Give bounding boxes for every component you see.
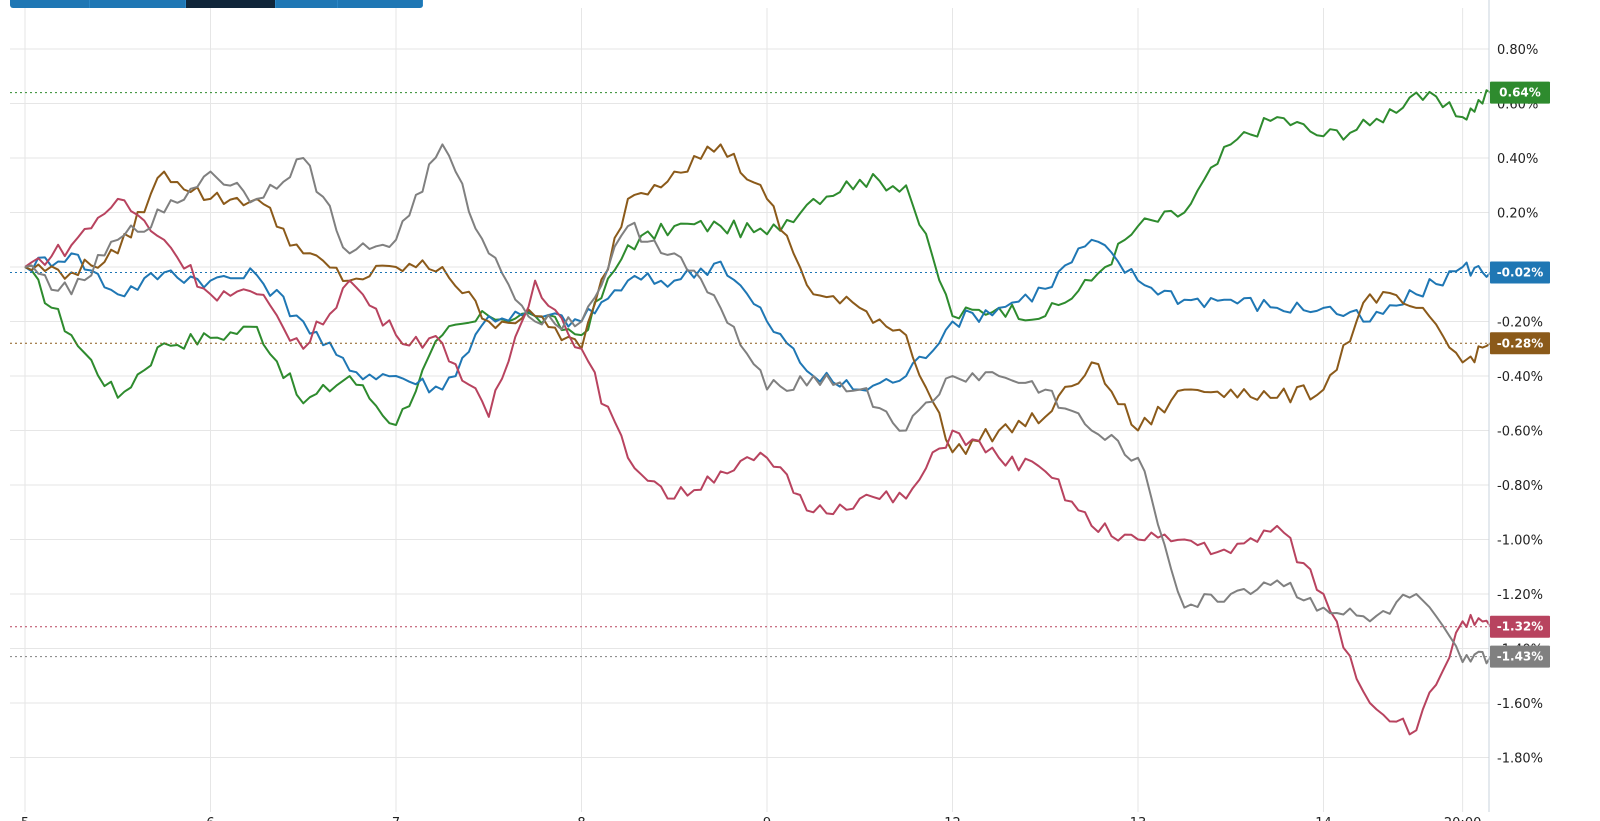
y-tick-label: -1.00% (1497, 534, 1543, 549)
last-value-badges: 0.64% -0.02% -0.28% -1.32% -1.43% (10, 81, 1550, 668)
y-tick-label: 0.20% (1497, 207, 1538, 222)
x-tick-label: 8 (577, 816, 585, 821)
axes: 0.80%0.60%0.40%0.20%0.00%-0.20%-0.40%-0.… (21, 0, 1543, 821)
y-tick-label: -0.60% (1497, 425, 1543, 440)
x-tick-label: 5 (21, 816, 29, 821)
last-value-badge-label: -0.28% (1497, 336, 1544, 350)
y-tick-label: -1.20% (1497, 588, 1543, 603)
series-line-2 (24, 238, 1492, 394)
toolbar-tab-2[interactable] (90, 0, 186, 8)
last-value-badge (1490, 261, 1550, 284)
series-line-1 (24, 89, 1491, 426)
y-tick-label: 0.80% (1497, 43, 1538, 58)
y-tick-label: -1.60% (1497, 697, 1543, 712)
series-line-3 (24, 143, 1492, 455)
last-value-badge-label: -0.02% (1497, 265, 1544, 279)
series-lines (24, 89, 1492, 736)
last-value-badge (1490, 615, 1550, 638)
last-value-badge (1490, 332, 1550, 355)
y-tick-label: -1.80% (1497, 752, 1543, 767)
last-value-badge-label: -1.43% (1497, 650, 1544, 664)
x-tick-label: 6 (206, 816, 214, 821)
chart-toolbar (10, 0, 423, 8)
last-value-badge-label: 0.64% (1499, 86, 1541, 100)
last-value-badge-label: -1.32% (1497, 620, 1544, 634)
last-value-badge (1490, 81, 1550, 104)
y-tick-label: -0.40% (1497, 370, 1543, 385)
y-tick-label: -0.20% (1497, 316, 1543, 331)
y-tick-label: 0.40% (1497, 152, 1538, 167)
toolbar-tab-1[interactable] (10, 0, 91, 8)
x-tick-label: 20:00 (1444, 816, 1481, 821)
toolbar-tab-4[interactable] (276, 0, 339, 8)
series-line-4 (24, 197, 1492, 736)
last-value-badge (1490, 645, 1550, 668)
x-tick-label: 12 (944, 816, 961, 821)
x-tick-label: 14 (1315, 816, 1332, 821)
grid (10, 8, 1489, 812)
series-line-5 (24, 143, 1492, 665)
x-tick-label: 13 (1130, 816, 1147, 821)
x-tick-label: 7 (392, 816, 400, 821)
toolbar-tab-3[interactable] (185, 0, 276, 8)
x-tick-label: 9 (763, 816, 771, 821)
y-tick-label: -0.80% (1497, 479, 1543, 494)
toolbar-tab-5[interactable] (338, 0, 423, 8)
